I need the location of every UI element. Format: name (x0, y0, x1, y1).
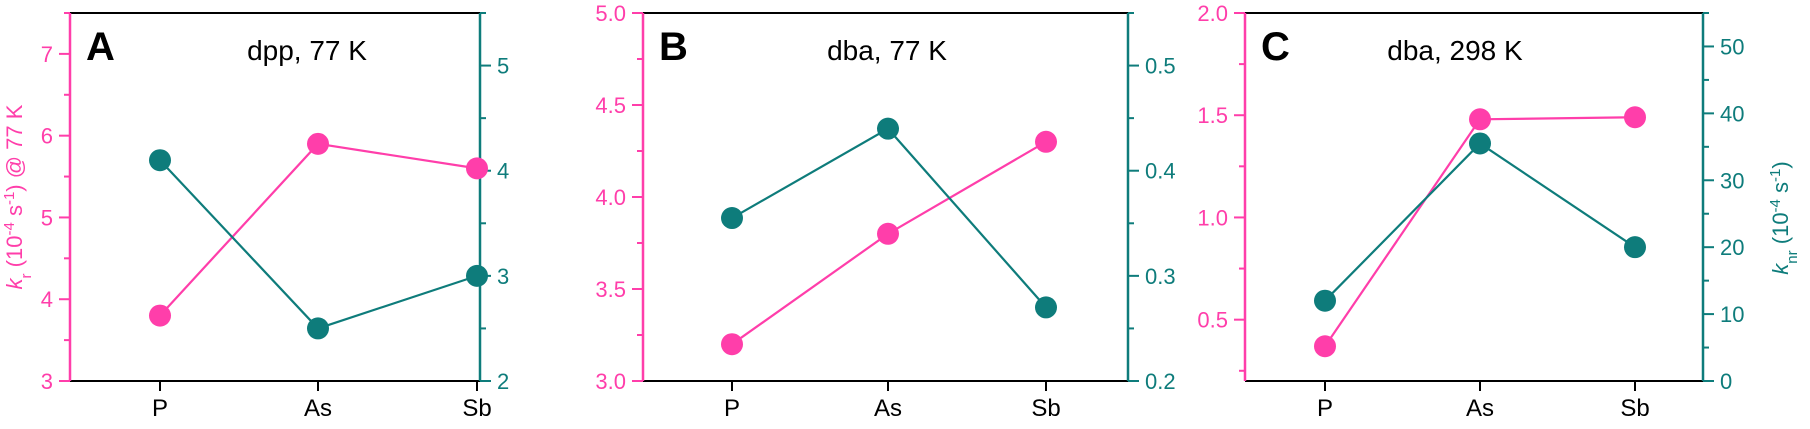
x-tick-label: P (1317, 395, 1333, 422)
y-left-tick-label: 1.0 (1197, 205, 1228, 230)
x-tick-label: As (1466, 395, 1494, 422)
y-left-tick-label: 1.5 (1197, 103, 1228, 128)
y-left-tick-label: 4.0 (595, 185, 626, 210)
y-right-tick-label: 40 (1720, 101, 1744, 126)
x-tick-label: P (152, 395, 168, 422)
y-left-tick-label: 4 (41, 287, 53, 312)
series-knr-point (1314, 289, 1336, 312)
y-left-tick-label: 3 (41, 369, 53, 394)
y-left-tick-label: 7 (41, 42, 53, 67)
y-right-tick-label: 4 (497, 159, 509, 184)
x-tick-label: Sb (1620, 395, 1649, 422)
y-left-tick-label: 5 (41, 205, 53, 230)
panel-letter: C (1261, 25, 1290, 69)
y-axis-right-label: knr (10-4 s-1) (1767, 161, 1801, 274)
series-knr-point (1624, 236, 1646, 259)
y-left-tick-label: 2.0 (1197, 1, 1228, 26)
y-right-tick-label: 5 (497, 54, 509, 79)
series-knr-line (731, 127, 1047, 309)
x-tick-label: P (724, 395, 740, 422)
panel-c: 0.5 1.0 1.5 2.0 0 10 20 30 40 50 P As Sb C dba, 298 K k… (1197, 1, 1800, 422)
x-tick-label: Sb (462, 395, 491, 422)
panel-b: 3.0 3.5 4.0 4.5 5.0 0.2 0.3 0.4 0.5 P As Sb B dba, 77… (595, 1, 1175, 422)
series-kr-point (1469, 108, 1491, 131)
series-knr-point (307, 317, 329, 340)
y-left-tick-label: 4.5 (595, 93, 626, 118)
y-left-tick-label: 0.5 (1197, 308, 1228, 333)
y-right-tick-label: 20 (1720, 235, 1744, 260)
x-tick-label: As (304, 395, 332, 422)
y-right-tick-label: 3 (497, 264, 509, 289)
x-tick-label: As (874, 395, 902, 422)
series-kr-point (1314, 335, 1336, 358)
y-left-tick-label: 5.0 (595, 1, 626, 26)
y-right-tick-label: 30 (1720, 168, 1744, 193)
series-knr-point (721, 207, 743, 230)
y-left-tick-label: 3.5 (595, 277, 626, 302)
series-knr-point (466, 264, 488, 287)
y-axis-left-label: kr (10-4 s-1) @ 77 K (1, 104, 35, 289)
y-left-tick-label: 3.0 (595, 369, 626, 394)
panel-title: dba, 298 K (1387, 35, 1523, 66)
series-kr-line (159, 142, 478, 317)
y-right-tick-label: 0 (1720, 369, 1732, 394)
series-knr-point (1035, 296, 1057, 319)
y-left-tick-label: 6 (41, 124, 53, 149)
series-kr-point (149, 304, 171, 327)
y-right-tick-label: 10 (1720, 302, 1744, 327)
series-kr-point (1035, 130, 1057, 153)
y-right-tick-label: 0.2 (1145, 369, 1176, 394)
panel-a: 3 4 5 6 7 2 3 4 5 P As Sb A dpp, 77 K kr (10-4 s-1) @ … (1, 12, 509, 422)
panel-title: dpp, 77 K (247, 35, 367, 66)
series-kr-point (466, 157, 488, 180)
series-knr-point (149, 149, 171, 172)
series-kr-point (877, 222, 899, 245)
series-knr-point (877, 117, 899, 140)
y-right-tick-label: 50 (1720, 34, 1744, 59)
panel-title: dba, 77 K (827, 35, 947, 66)
panel-letter: B (659, 25, 688, 69)
y-right-tick-label: 0.3 (1145, 264, 1176, 289)
y-right-tick-label: 0.5 (1145, 54, 1176, 79)
y-right-tick-label: 0.4 (1145, 159, 1176, 184)
series-knr-line (159, 159, 478, 330)
series-kr-point (1624, 106, 1646, 129)
series-knr-point (1469, 132, 1491, 155)
series-kr-point (307, 132, 329, 155)
x-tick-label: Sb (1031, 395, 1060, 422)
panel-letter: A (86, 25, 115, 69)
series-kr-point (721, 333, 743, 356)
y-right-tick-label: 2 (497, 369, 509, 394)
